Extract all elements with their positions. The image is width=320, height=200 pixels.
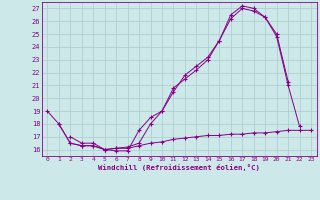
X-axis label: Windchill (Refroidissement éolien,°C): Windchill (Refroidissement éolien,°C) — [98, 164, 260, 171]
